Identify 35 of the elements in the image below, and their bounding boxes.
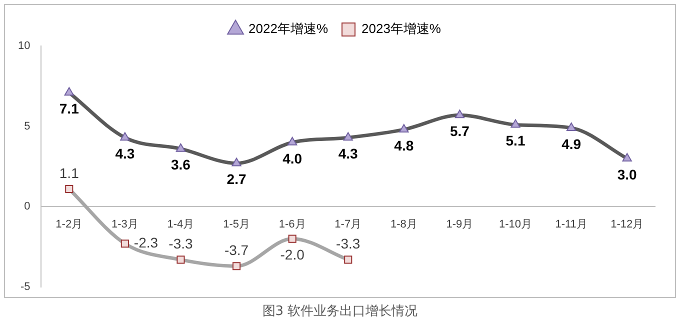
data-label: 5.7 — [450, 122, 470, 139]
data-label: 4.8 — [394, 137, 414, 154]
data-label: -2.3 — [134, 234, 158, 250]
data-label: 4.0 — [282, 150, 302, 166]
data-label: 7.1 — [59, 100, 80, 116]
x-tick-label: 1-11月 — [555, 218, 588, 230]
data-label: -3.3 — [336, 236, 360, 252]
text: 图3 软件业务出口增长情况 — [261, 303, 419, 320]
data-label: 3.6 — [170, 156, 191, 173]
x-tick-label: 1-6月 — [278, 218, 306, 230]
x-tick-label: 1-2月 — [56, 218, 83, 230]
y-tick-label: 0 — [24, 200, 30, 213]
x-tick-label: 1-12月 — [610, 218, 644, 230]
data-label: 4.3 — [115, 145, 135, 162]
x-tick-label: 1-9月 — [446, 218, 474, 230]
data-label: 1.1 — [59, 164, 80, 181]
data-label: 3.0 — [617, 166, 638, 182]
x-tick-label: 1-7月 — [334, 218, 362, 230]
y-tick-label: 10 — [18, 40, 30, 52]
y-tick-label: -5 — [20, 281, 30, 294]
x-tick-label: 1-3月 — [111, 218, 138, 230]
x-tick-label: 1-10月 — [498, 218, 532, 230]
x-tick-label: 1-5月 — [223, 218, 250, 230]
data-label: 2.7 — [226, 171, 246, 188]
legend-label: 2022年增速% — [248, 21, 328, 36]
data-label: 5.1 — [506, 132, 526, 149]
data-label: -3.3 — [168, 236, 194, 252]
data-label: -2.0 — [280, 246, 305, 263]
legend-label: 2023年增速% — [362, 21, 442, 36]
data-label: 4.9 — [562, 136, 582, 152]
data-label: 4.3 — [338, 145, 358, 162]
x-tick-label: 1-4月 — [167, 218, 194, 230]
y-tick-label: 5 — [24, 120, 30, 132]
x-tick-label: 1-8月 — [390, 218, 418, 230]
data-label: -3.7 — [224, 242, 249, 258]
